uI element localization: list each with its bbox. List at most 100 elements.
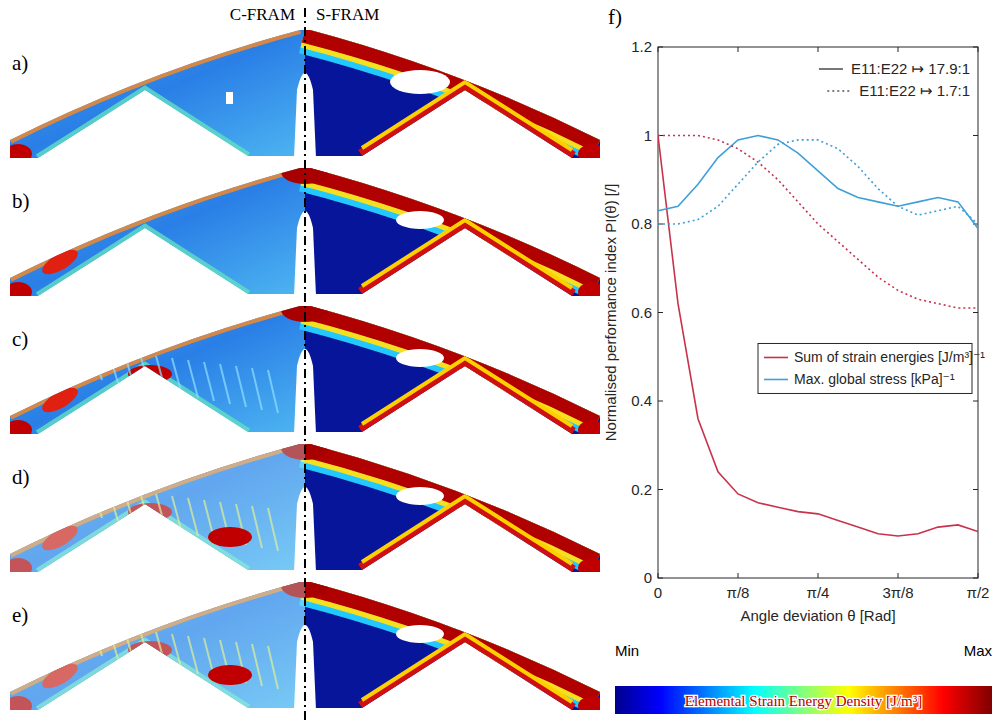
band [305, 168, 600, 278]
header: C-FRAM [230, 5, 295, 24]
legend-label: E11:E22 ↦ 17.9:1 [851, 60, 970, 77]
field-left [0, 28, 305, 163]
y-tick [658, 312, 663, 313]
y-tick [658, 578, 663, 579]
panel: c) [0, 298, 606, 440]
band [38, 90, 248, 158]
field-tint [0, 442, 305, 577]
band [305, 30, 600, 140]
field [0, 160, 606, 302]
field-left [0, 166, 305, 301]
streak [124, 352, 134, 386]
figure: a)b)c)d)e)C-FRAMS-FRAM00.20.40.60.811.20… [0, 0, 1000, 724]
divider [304, 8, 306, 720]
y-tick-label: 0.8 [631, 215, 652, 232]
band [305, 444, 600, 554]
x-axis-title: Angle deviation θ [Rad] [740, 607, 895, 624]
field-right [305, 28, 605, 163]
hole [396, 211, 444, 229]
colorbar-title: Elemental Strain Energy Density [J/m³] [685, 693, 923, 709]
x-tick-label: π/4 [807, 584, 830, 601]
y-tick [973, 578, 978, 579]
x-tick-label: 3π/8 [882, 584, 913, 601]
band [305, 582, 600, 692]
band [305, 444, 600, 554]
band [305, 444, 600, 554]
legend-label: Sum of strain energies [J/m³]⁻¹ [794, 349, 985, 365]
y-tick [973, 401, 978, 402]
field-right [305, 580, 605, 715]
streak [108, 350, 118, 383]
colorbar-label: Max [964, 642, 993, 659]
band [305, 168, 600, 278]
field-left [0, 304, 305, 439]
x-tick [978, 573, 979, 578]
y-tick-label: 1.2 [631, 38, 652, 55]
hole [226, 92, 233, 104]
panel: e) [0, 574, 606, 716]
field-left [0, 442, 305, 577]
field-right [305, 442, 605, 577]
hotspot [4, 282, 32, 302]
legend-label: E11:E22 ↦ 1.7:1 [859, 82, 970, 99]
series-line [658, 136, 978, 309]
streak [172, 358, 182, 395]
panel-label: b) [12, 189, 30, 213]
y-tick [973, 47, 978, 48]
hotspot [578, 696, 606, 716]
band [305, 30, 600, 140]
band [362, 358, 572, 426]
series-line [658, 136, 978, 229]
streak [76, 484, 86, 515]
field-right [305, 166, 605, 301]
x-tick-label: π/8 [727, 584, 750, 601]
streak [140, 354, 150, 389]
legend: Sum of strain energies [J/m³]⁻¹Max. glob… [758, 343, 985, 393]
series-group [658, 136, 978, 536]
hole [396, 487, 444, 505]
hotspot [4, 420, 32, 440]
band [362, 366, 572, 434]
streak [252, 368, 262, 410]
hole [396, 349, 444, 367]
y-tick [973, 312, 978, 313]
field [0, 436, 606, 578]
streak [220, 364, 230, 404]
band [362, 228, 572, 296]
hotspot [39, 383, 82, 417]
y-axis-title: Normalised performance index PI(θ) [/] [602, 184, 619, 442]
y-tick-label: 0 [644, 569, 652, 586]
x-tick [738, 573, 739, 578]
legend-swatch [764, 379, 788, 381]
legend-swatch [827, 90, 851, 92]
x-tick [898, 573, 899, 578]
y-tick [973, 135, 978, 136]
y-tick-label: 1 [644, 127, 652, 144]
streak [92, 348, 102, 380]
field [0, 298, 606, 440]
legend-swatch [819, 68, 843, 70]
hotspot [128, 365, 172, 383]
field [0, 28, 606, 164]
band [362, 220, 572, 288]
band [305, 30, 600, 140]
panel-label: d) [12, 465, 30, 489]
band [38, 228, 248, 296]
plot-frame [658, 47, 978, 578]
band [10, 168, 300, 278]
streak [60, 482, 70, 512]
band [362, 496, 572, 564]
header: S-FRAM [316, 5, 379, 24]
band [10, 30, 300, 140]
hotspot [4, 144, 32, 164]
hotspot [578, 558, 606, 578]
band [305, 306, 600, 416]
y-tick-label: 0.4 [631, 392, 652, 409]
band [305, 306, 600, 416]
band [362, 642, 572, 710]
streak [60, 344, 70, 374]
x-tick-label: π/2 [967, 584, 990, 601]
chart: 00.20.40.60.811.20π/8π/43π/8π/2Angle dev… [602, 5, 989, 624]
band [305, 582, 600, 692]
x-tick-label: 0 [654, 584, 662, 601]
